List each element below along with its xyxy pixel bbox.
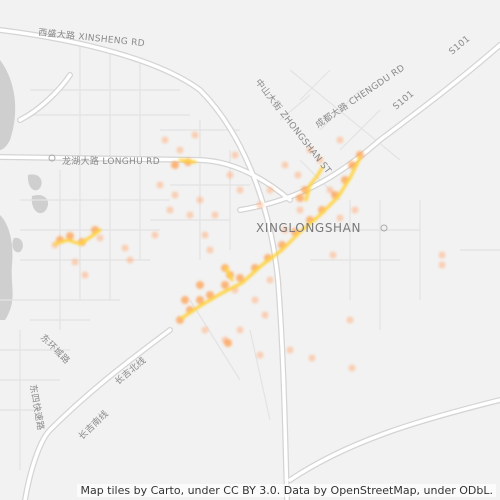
water-layer: [0, 60, 49, 320]
place-label-xinglongshan: XINGLONGSHAN: [256, 221, 361, 235]
road-label-s101-a: S101: [448, 34, 473, 57]
heat-points-high: [53, 156, 362, 320]
place-marker-xinglongshan: [380, 224, 388, 232]
major-roads-layer: [0, 28, 500, 500]
road-label-s101-b: S101: [392, 89, 417, 112]
place-marker-longhu: [48, 154, 56, 162]
road-label-dongsi: 东四快速路: [27, 383, 47, 431]
heatmap-layer: [51, 131, 446, 372]
road-label-chengdu: 成都大路 CHENGDU RD: [313, 62, 407, 131]
road-label-longhu: 龙湖大路 LONGHU RD: [62, 155, 160, 167]
road-label-changji-south: 长吉南线: [76, 408, 111, 442]
place-labels-layer: XINGLONGSHAN: [48, 154, 388, 235]
road-label-dongfeng: 东环城路: [38, 332, 73, 367]
map-attribution: Map tiles by Carto, under CC BY 3.0. Dat…: [77, 484, 496, 497]
